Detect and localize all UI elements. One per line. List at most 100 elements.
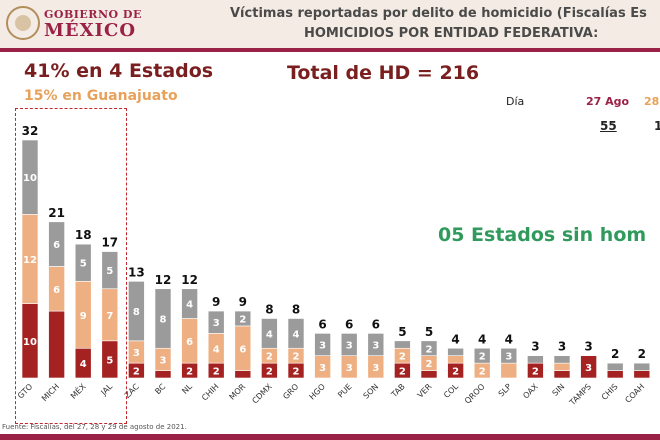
- category-tick-label: TAB: [389, 382, 407, 400]
- category-tick-label: VER: [416, 382, 434, 400]
- category-tick-label: GRO: [281, 382, 300, 401]
- bar-segment: [500, 347, 518, 364]
- bar-total-label: 4: [478, 332, 486, 346]
- segment-label: 6: [53, 285, 60, 296]
- page-subtitle: HOMICIDIOS POR ENTIDAD FEDERATIVA:: [304, 26, 599, 41]
- bar-segment: [527, 355, 544, 364]
- category-tick-label: CDMX: [250, 382, 274, 406]
- category-tick-label: MÉX: [68, 380, 88, 400]
- bar-segment: [420, 340, 438, 356]
- bar-segment: [447, 355, 464, 364]
- header-bar: GOBIERNO DE MÉXICO Víctimas reportadas p…: [0, 0, 660, 52]
- bar-segment: [394, 340, 411, 349]
- segment-label: 8: [160, 315, 167, 326]
- bar-total-label: 8: [265, 303, 273, 317]
- segment-label: 4: [266, 329, 273, 340]
- segment-label: 2: [399, 367, 406, 378]
- segment-label: 7: [106, 311, 113, 322]
- segment-label: 2: [186, 367, 193, 378]
- bar-segment: [21, 139, 39, 215]
- source-note: Fuente: Fiscalías, del 27, 28 y 29 de ag…: [2, 423, 187, 431]
- segment-label: 2: [293, 367, 300, 378]
- segment-label: 2: [133, 367, 140, 378]
- category-tick-label: MOR: [228, 382, 248, 402]
- bar-total-label: 3: [584, 340, 592, 354]
- bar-total-label: 4: [505, 332, 513, 346]
- bar-segment: [154, 288, 172, 349]
- bar-segment: [154, 370, 172, 379]
- segment-label: 5: [106, 266, 113, 277]
- bar-segment: [367, 333, 385, 356]
- bar-segment: [234, 310, 252, 327]
- category-tick-label: SON: [362, 382, 381, 401]
- bar-segment: [181, 288, 198, 319]
- segment-label: 2: [479, 367, 486, 378]
- bar-total-label: 6: [345, 317, 353, 331]
- bar-segment: [633, 370, 651, 379]
- segment-label: 3: [346, 363, 353, 374]
- segment-label: 2: [266, 367, 273, 378]
- segment-label: 2: [426, 344, 433, 355]
- bar-segment: [606, 362, 624, 371]
- segment-label: 4: [293, 329, 300, 340]
- states-without-homicide: 05 Estados sin hom: [438, 224, 647, 246]
- bar-total-label: 8: [292, 303, 300, 317]
- category-tick-label: GTO: [16, 382, 34, 400]
- day2-value: 1: [654, 119, 660, 133]
- bar-segment: [553, 370, 571, 379]
- guanajuato-share: 15% en Guanajuato: [24, 88, 178, 104]
- segment-label: 5: [106, 355, 113, 366]
- header-accent-band: [0, 48, 660, 52]
- bar-segment: [580, 355, 597, 379]
- segment-label: 8: [133, 307, 140, 318]
- bar-total-label: 6: [372, 317, 380, 331]
- bar-total-label: 17: [101, 236, 118, 250]
- segment-label: 3: [213, 318, 220, 329]
- segment-label: 5: [80, 259, 87, 270]
- segment-label: 6: [53, 240, 60, 251]
- bar-segment: [101, 251, 119, 290]
- segment-label: 3: [505, 352, 512, 363]
- segment-label: 9: [80, 311, 87, 322]
- day1-value: 55: [600, 119, 617, 133]
- day1-label: 27 Ago: [586, 95, 630, 108]
- bar-segment: [234, 370, 252, 379]
- bar-total-label: 4: [451, 332, 459, 346]
- segment-label: 4: [80, 359, 87, 370]
- segment-label: 10: [23, 337, 37, 348]
- bar-total-label: 9: [212, 295, 220, 309]
- bar-segment: [447, 347, 464, 356]
- day2-label: 28: [644, 95, 660, 108]
- top-four-highlight-box: [15, 108, 127, 424]
- bar-segment: [633, 362, 651, 371]
- segment-label: 3: [346, 341, 353, 352]
- bar-segment: [606, 370, 624, 379]
- bar-total-label: 5: [425, 325, 433, 339]
- bar-total-label: 9: [239, 295, 247, 309]
- segment-label: 2: [266, 352, 273, 363]
- category-tick-label: SIN: [551, 382, 567, 398]
- segment-label: 2: [479, 352, 486, 363]
- segment-label: 3: [319, 363, 326, 374]
- category-tick-label: HGO: [308, 382, 327, 401]
- bar-segment: [473, 347, 491, 364]
- segment-label: 4: [186, 300, 193, 311]
- day-label: Día: [506, 95, 525, 108]
- category-tick-label: MICH: [40, 382, 61, 403]
- segment-label: 10: [23, 173, 37, 184]
- bar-total-label: 32: [22, 124, 39, 138]
- bar-total-label: 18: [75, 228, 92, 242]
- segment-label: 2: [532, 367, 539, 378]
- bar-segment: [261, 318, 278, 349]
- government-seal-icon: [6, 6, 40, 40]
- segment-label: 2: [399, 352, 406, 363]
- bar-segment: [128, 281, 145, 342]
- page-title: Víctimas reportadas por delito de homici…: [230, 6, 647, 21]
- segment-label: 6: [239, 344, 246, 355]
- concentration-headline: 41% en 4 Estados: [24, 60, 214, 82]
- category-tick-label: TAMPS: [567, 382, 593, 408]
- footer-accent-band: [0, 434, 660, 440]
- bar-total-label: 5: [398, 325, 406, 339]
- category-tick-label: ZAC: [123, 382, 141, 400]
